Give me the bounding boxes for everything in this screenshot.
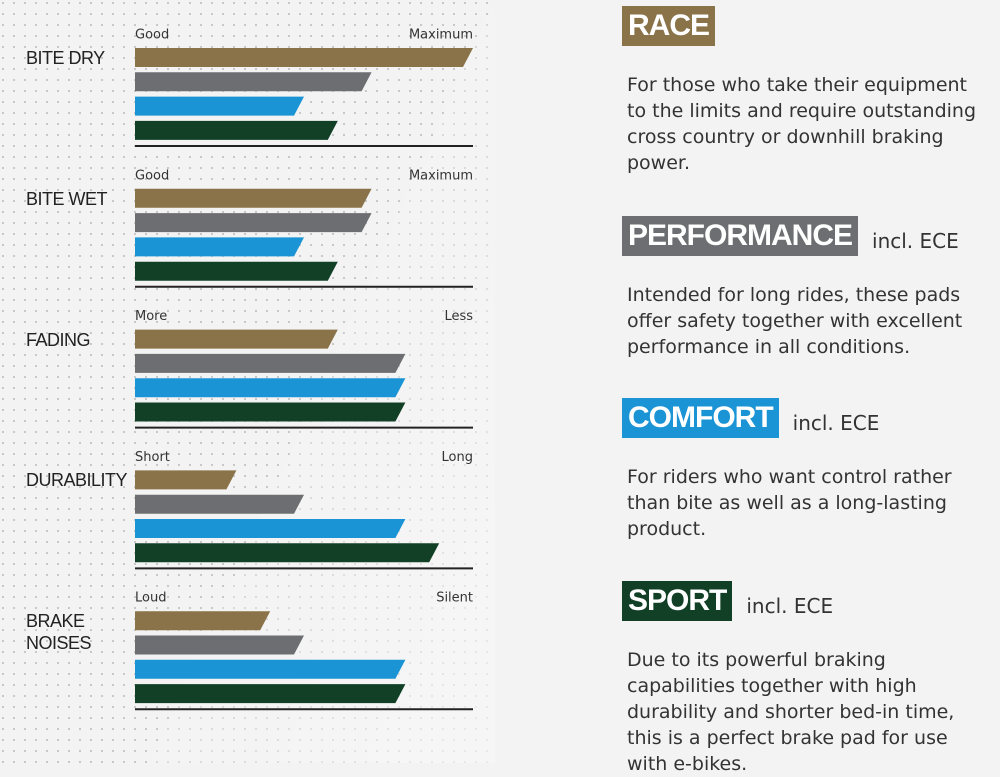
- scale-low-label: Good: [135, 168, 169, 183]
- chart: Good Maximum Good Maximum More Less Short Long L…: [0, 0, 495, 763]
- category-label: BITE WET: [26, 188, 108, 209]
- series-description: Intended for long rides, these pads offe…: [627, 284, 963, 358]
- series-header: SPORT incl. ECE: [622, 581, 992, 621]
- scale-high-label: Long: [442, 450, 473, 465]
- bar: [135, 353, 406, 373]
- category-label: FADING: [26, 329, 91, 350]
- category-label: DURABILITY: [26, 470, 128, 491]
- bar: [135, 470, 237, 490]
- series-note: incl. ECE: [872, 228, 959, 253]
- scale-low-label: Good: [135, 28, 169, 43]
- bar: [135, 329, 338, 349]
- bar: [135, 237, 304, 257]
- scale-high-label: Less: [444, 309, 473, 324]
- bar: [135, 543, 440, 563]
- series-item: RACE For those who take their equipment t…: [622, 6, 992, 176]
- series-item: COMFORT incl. ECE For riders who want cont…: [622, 398, 992, 542]
- bar: [135, 635, 304, 655]
- bar: [135, 48, 473, 67]
- bar: [135, 519, 406, 538]
- series-note: incl. ECE: [746, 593, 834, 618]
- bar: [135, 611, 271, 631]
- series-header: RACE: [622, 6, 992, 46]
- scale-high-label: Maximum: [409, 28, 473, 43]
- series-header: PERFORMANCE incl. ECE: [622, 216, 992, 256]
- bar: [135, 378, 406, 398]
- series-badge: COMFORT: [622, 398, 779, 438]
- bar: [135, 96, 304, 116]
- category-label: BRAKE NOISES: [26, 611, 92, 654]
- series-description: Due to its powerful braking capabilities…: [627, 649, 955, 775]
- series-badge: SPORT: [622, 581, 733, 621]
- series-item: SPORT incl. ECE Due to its powerful brakin…: [622, 581, 992, 777]
- series-header: COMFORT incl. ECE: [622, 398, 992, 438]
- bar: [135, 494, 304, 514]
- scale-low-label: Loud: [135, 591, 166, 606]
- bar: [135, 120, 338, 140]
- scale-high-label: Maximum: [409, 168, 473, 183]
- series-badge: PERFORMANCE: [622, 216, 859, 256]
- bar: [135, 684, 406, 704]
- bar: [135, 402, 406, 422]
- bar: [135, 261, 338, 281]
- bar: [135, 188, 372, 208]
- scale-low-label: More: [135, 309, 167, 324]
- bar: [135, 72, 372, 92]
- series-badge: RACE: [622, 6, 716, 46]
- scale-high-label: Silent: [436, 591, 473, 606]
- bar: [135, 659, 406, 679]
- series-description: For those who take their equipment to th…: [627, 74, 977, 174]
- series-description: For riders who want control rather than …: [627, 466, 952, 540]
- scale-low-label: Short: [135, 450, 170, 465]
- bar: [135, 213, 372, 233]
- category-label: BITE DRY: [26, 48, 105, 68]
- series-note: incl. ECE: [792, 410, 880, 435]
- series-item: PERFORMANCE incl. ECE Intended for long ri…: [622, 216, 992, 360]
